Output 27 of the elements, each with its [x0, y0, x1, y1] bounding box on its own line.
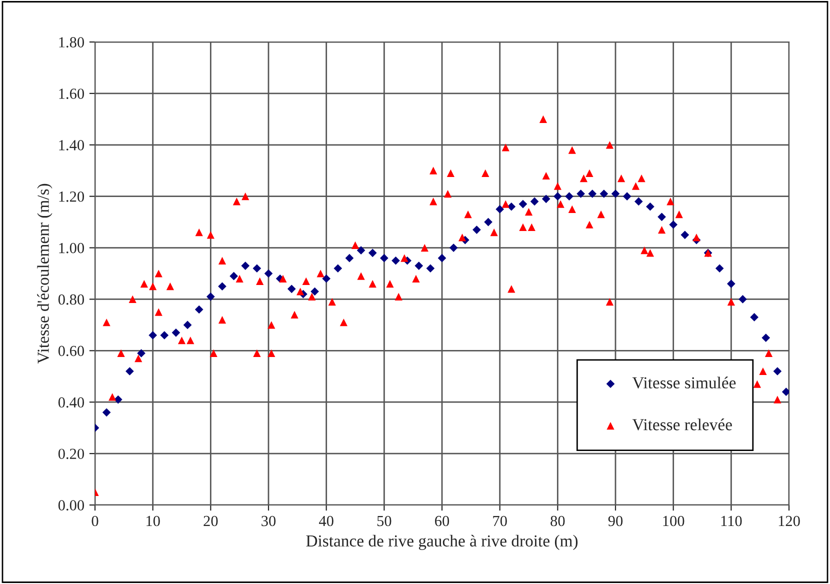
y-tick-label: 0.60 — [58, 346, 84, 356]
y-tick-label: 1.00 — [59, 242, 84, 254]
x-tick-label: 100 — [663, 516, 684, 526]
x-axis-title: Distance de rive gauche à rive droite (m) — [306, 534, 578, 550]
legend-label: Vitesse relevée — [632, 418, 732, 430]
x-tick-label: 60 — [435, 516, 450, 526]
x-tick-label: 70 — [493, 516, 507, 526]
y-tick-label: 1.20 — [59, 191, 84, 202]
x-tick-label: 120 — [778, 516, 800, 526]
x-tick-label: 110 — [721, 516, 742, 526]
legend-label: Vitesse simulée — [632, 376, 736, 389]
x-tick-label: 80 — [550, 516, 565, 526]
y-tick-label: 1.80 — [59, 37, 84, 48]
y-tick-label: 1.60 — [59, 88, 84, 99]
y-axis-title: Vitesse d'écoulemenr (m/s) — [37, 184, 52, 364]
y-tick-label: 0.80 — [58, 294, 84, 305]
x-tick-label: 0 — [92, 516, 98, 526]
x-tick-label: 90 — [608, 516, 623, 526]
x-tick-label: 40 — [318, 516, 334, 526]
y-tick-label: 0.00 — [58, 500, 84, 511]
y-tick-label: 0.40 — [58, 397, 84, 408]
y-tick-label: 1.40 — [59, 140, 84, 150]
x-tick-label: 30 — [262, 516, 276, 526]
x-tick-label: 20 — [204, 516, 218, 526]
x-tick-label: 10 — [146, 516, 160, 526]
y-tick-label: 0.20 — [58, 448, 84, 460]
x-tick-label: 50 — [377, 516, 392, 526]
